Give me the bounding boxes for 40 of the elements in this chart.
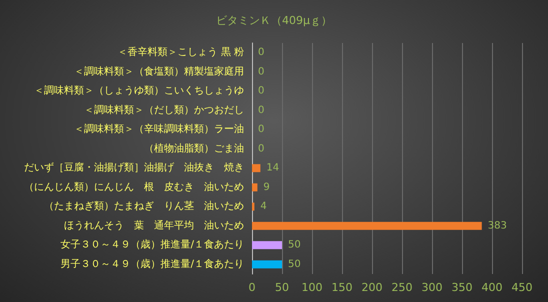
data-label: 0 (258, 66, 264, 78)
y-tick-label: （たまねぎ類）たまねぎ りん茎 油いため (44, 200, 244, 212)
y-tick-label: 女子３０～４９（歳）推進量/１食あたり (60, 238, 244, 251)
x-tick-label: 50 (275, 281, 289, 294)
x-tick-label: 300 (422, 281, 442, 294)
y-tick-label: ＜調味料類＞（辛味調味料類）ラー油 (74, 123, 244, 136)
y-tick-label: ＜調味料類＞（食塩類）精製塩家庭用 (74, 65, 244, 78)
bar (252, 260, 282, 268)
bar (252, 183, 258, 192)
bar (252, 222, 482, 230)
data-label: 0 (258, 104, 264, 116)
x-tick-label: 400 (482, 281, 502, 294)
data-label: 50 (288, 258, 301, 270)
data-label: 383 (488, 220, 507, 232)
x-tick-label: 350 (452, 281, 472, 294)
y-tick-label: ＜調味料類＞（しょうゆ類）こいくちしょうゆ (34, 84, 244, 97)
y-tick-label: ＜調味料類＞（だし類）かつおだし (84, 104, 244, 116)
y-tick-label: （にんじん類）にんじん 根 皮むき 油いため (24, 180, 244, 193)
x-tick-label: 0 (248, 281, 256, 294)
data-label: 50 (288, 240, 301, 251)
bar (252, 164, 260, 172)
y-tick-label: （植物油脂類）ごま油 (144, 142, 244, 154)
data-label: 0 (258, 86, 264, 97)
x-tick-label: 150 (332, 281, 352, 294)
chart-title: ビタミンＫ（409μｇ） (216, 14, 332, 27)
x-tick-label: 450 (512, 281, 532, 294)
data-label: 0 (258, 124, 264, 136)
bar (252, 241, 282, 250)
x-tick-label: 200 (362, 281, 382, 294)
y-tick-label: だいず［豆腐・油揚げ類］油揚げ 油抜き 焼き (24, 162, 244, 174)
y-tick-label: 男子３０～４９（歳）推進量/１食あたり (60, 258, 244, 270)
data-label: 14 (266, 162, 280, 174)
y-tick-label: ほうれんそう 葉 通年平均 油いため (64, 219, 244, 232)
x-tick-label: 250 (392, 281, 412, 294)
y-tick-label: ＜香辛料類＞こしょう 黒 粉 (118, 46, 244, 58)
data-label: 4 (260, 201, 267, 212)
data-label: 0 (258, 143, 264, 154)
data-label: 9 (263, 182, 270, 193)
x-tick-label: 100 (302, 281, 322, 294)
data-label: 0 (258, 47, 264, 58)
